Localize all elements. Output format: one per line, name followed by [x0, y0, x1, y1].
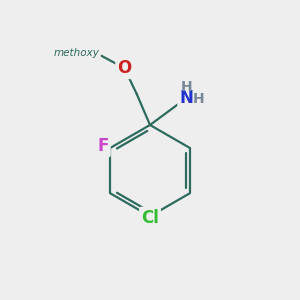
Text: methoxy: methoxy	[54, 48, 100, 59]
Text: N: N	[179, 89, 193, 107]
Text: H: H	[193, 92, 204, 106]
Text: Cl: Cl	[141, 209, 159, 227]
Text: H: H	[181, 80, 193, 94]
Text: O: O	[117, 59, 131, 77]
Text: F: F	[98, 137, 109, 155]
